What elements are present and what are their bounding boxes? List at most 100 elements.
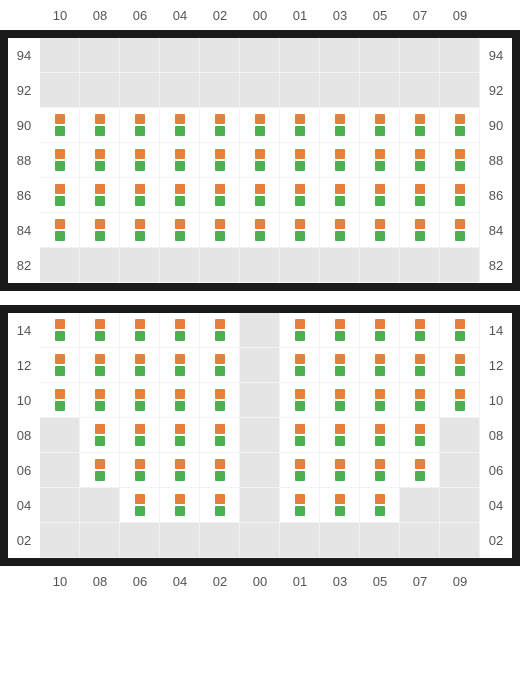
slot-filled[interactable]	[280, 383, 320, 418]
slot-filled[interactable]	[280, 313, 320, 348]
slot-filled[interactable]	[160, 143, 200, 178]
slot-filled[interactable]	[360, 108, 400, 143]
slot-filled[interactable]	[320, 418, 360, 453]
slot-filled[interactable]	[400, 108, 440, 143]
slot-filled[interactable]	[120, 418, 160, 453]
slot-filled[interactable]	[80, 178, 120, 213]
slot-filled[interactable]	[160, 383, 200, 418]
slot-filled[interactable]	[40, 313, 80, 348]
slot-filled[interactable]	[280, 108, 320, 143]
slot-filled[interactable]	[160, 418, 200, 453]
slot-filled[interactable]	[80, 348, 120, 383]
slot-filled[interactable]	[200, 453, 240, 488]
slot-filled[interactable]	[240, 213, 280, 248]
slot-filled[interactable]	[320, 453, 360, 488]
slot-filled[interactable]	[120, 213, 160, 248]
slot-filled[interactable]	[400, 313, 440, 348]
slot-filled[interactable]	[360, 348, 400, 383]
slot-filled[interactable]	[40, 178, 80, 213]
slot-filled[interactable]	[80, 108, 120, 143]
slot-filled[interactable]	[320, 108, 360, 143]
slot-filled[interactable]	[80, 313, 120, 348]
slot-filled[interactable]	[200, 418, 240, 453]
slot-filled[interactable]	[120, 313, 160, 348]
slot-filled[interactable]	[120, 348, 160, 383]
slot-filled[interactable]	[80, 383, 120, 418]
slot-filled[interactable]	[200, 213, 240, 248]
slot-filled[interactable]	[200, 488, 240, 523]
slot-filled[interactable]	[320, 313, 360, 348]
slot-filled[interactable]	[360, 488, 400, 523]
slot-filled[interactable]	[200, 143, 240, 178]
slot-filled[interactable]	[120, 108, 160, 143]
slot-filled[interactable]	[360, 418, 400, 453]
slot-filled[interactable]	[280, 213, 320, 248]
slot-filled[interactable]	[120, 453, 160, 488]
slot-filled[interactable]	[400, 213, 440, 248]
slot-filled[interactable]	[160, 488, 200, 523]
slot-filled[interactable]	[40, 213, 80, 248]
slot-filled[interactable]	[360, 313, 400, 348]
slot-filled[interactable]	[280, 348, 320, 383]
slot-filled[interactable]	[160, 213, 200, 248]
slot-filled[interactable]	[360, 213, 400, 248]
slot-filled[interactable]	[120, 488, 160, 523]
slot-filled[interactable]	[280, 143, 320, 178]
slot-filled[interactable]	[160, 348, 200, 383]
slot-filled[interactable]	[400, 453, 440, 488]
slot-filled[interactable]	[280, 178, 320, 213]
slot-filled[interactable]	[440, 108, 480, 143]
slot-filled[interactable]	[280, 488, 320, 523]
slot-filled[interactable]	[280, 418, 320, 453]
slot-filled[interactable]	[120, 143, 160, 178]
slot-filled[interactable]	[360, 143, 400, 178]
slot-filled[interactable]	[240, 108, 280, 143]
slot-filled[interactable]	[160, 108, 200, 143]
slot-filled[interactable]	[80, 453, 120, 488]
slot-filled[interactable]	[320, 488, 360, 523]
slot-filled[interactable]	[200, 348, 240, 383]
slot-filled[interactable]	[360, 178, 400, 213]
slot-filled[interactable]	[360, 453, 400, 488]
slot-filled[interactable]	[400, 178, 440, 213]
slot-filled[interactable]	[160, 178, 200, 213]
slot-filled[interactable]	[440, 313, 480, 348]
slot-filled[interactable]	[400, 418, 440, 453]
slot-empty	[440, 488, 480, 523]
slot-filled[interactable]	[440, 348, 480, 383]
slot-filled[interactable]	[120, 383, 160, 418]
slot-filled[interactable]	[320, 213, 360, 248]
slot-filled[interactable]	[120, 178, 160, 213]
slot-filled[interactable]	[320, 143, 360, 178]
slot-filled[interactable]	[320, 348, 360, 383]
slot-filled[interactable]	[440, 213, 480, 248]
slot-filled[interactable]	[320, 383, 360, 418]
slot-filled[interactable]	[200, 178, 240, 213]
slot-filled[interactable]	[280, 453, 320, 488]
slot-filled[interactable]	[440, 178, 480, 213]
slot-filled[interactable]	[400, 383, 440, 418]
slot-filled[interactable]	[400, 143, 440, 178]
slot-filled[interactable]	[80, 143, 120, 178]
slot-filled[interactable]	[200, 313, 240, 348]
slot-filled[interactable]	[440, 383, 480, 418]
slot-filled[interactable]	[240, 178, 280, 213]
slot-filled[interactable]	[440, 143, 480, 178]
slot-filled[interactable]	[200, 383, 240, 418]
slot-filled[interactable]	[80, 213, 120, 248]
slot-filled[interactable]	[40, 143, 80, 178]
slot-filled[interactable]	[400, 348, 440, 383]
slot-filled[interactable]	[160, 313, 200, 348]
slot-filled[interactable]	[200, 108, 240, 143]
slot-filled[interactable]	[320, 178, 360, 213]
slot-filled[interactable]	[240, 143, 280, 178]
row-body	[40, 178, 480, 213]
slot-filled[interactable]	[40, 348, 80, 383]
seat-indicator-bottom	[135, 196, 145, 206]
slot-filled[interactable]	[40, 383, 80, 418]
slot-filled[interactable]	[40, 108, 80, 143]
slot-filled[interactable]	[360, 383, 400, 418]
slot-filled[interactable]	[80, 418, 120, 453]
slot-filled[interactable]	[160, 453, 200, 488]
slot-empty	[360, 248, 400, 283]
